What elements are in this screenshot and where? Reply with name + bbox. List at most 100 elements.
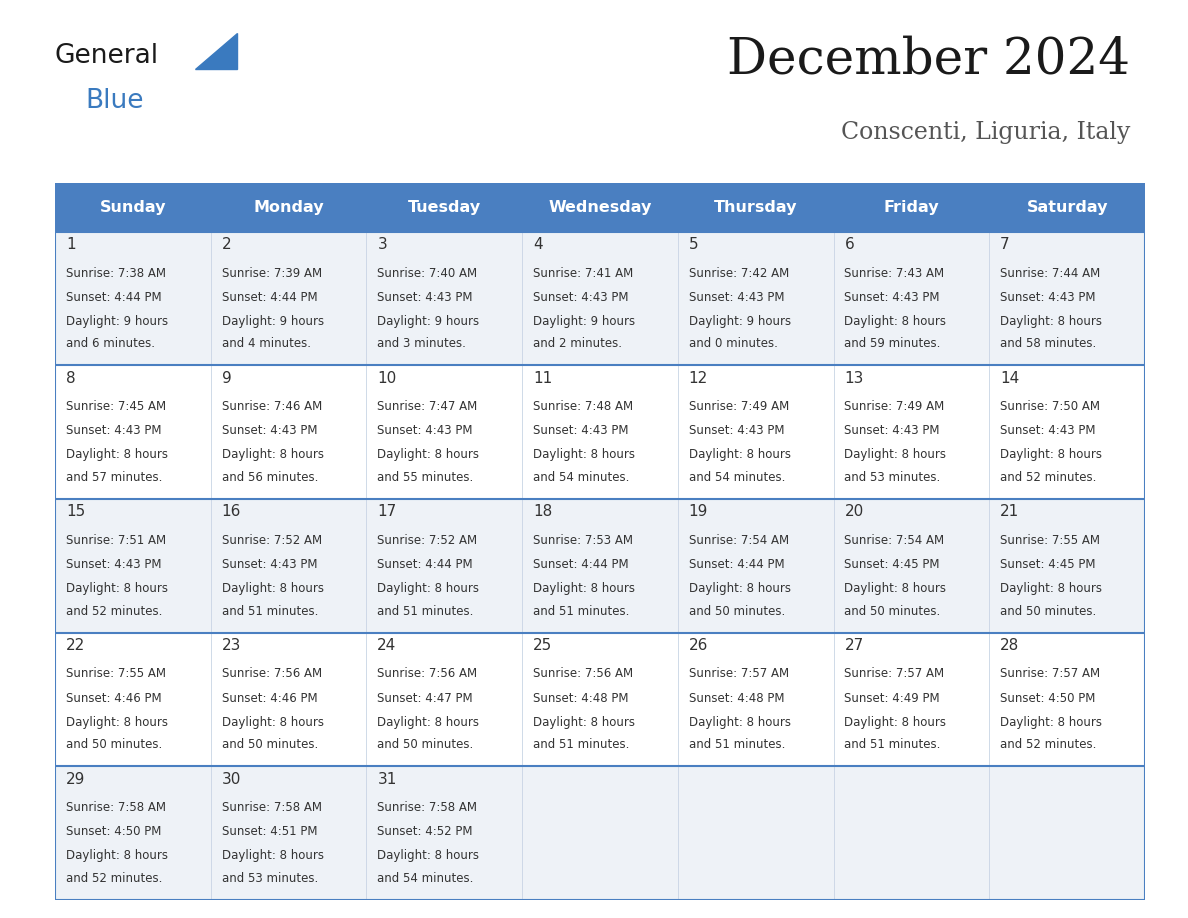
Text: Sunrise: 7:56 AM: Sunrise: 7:56 AM — [533, 667, 633, 680]
Text: Sunset: 4:43 PM: Sunset: 4:43 PM — [689, 291, 784, 304]
Text: Sunday: Sunday — [100, 200, 166, 215]
Text: Thursday: Thursday — [714, 200, 797, 215]
Text: and 51 minutes.: and 51 minutes. — [222, 605, 318, 618]
Text: Sunrise: 7:44 AM: Sunrise: 7:44 AM — [1000, 266, 1100, 279]
Text: and 54 minutes.: and 54 minutes. — [689, 471, 785, 484]
Bar — [55, 365, 1145, 499]
Text: Sunset: 4:46 PM: Sunset: 4:46 PM — [222, 691, 317, 704]
Text: Sunrise: 7:49 AM: Sunrise: 7:49 AM — [845, 400, 944, 413]
Text: 29: 29 — [65, 772, 86, 787]
Text: Sunrise: 7:46 AM: Sunrise: 7:46 AM — [222, 400, 322, 413]
Text: Daylight: 9 hours: Daylight: 9 hours — [689, 315, 791, 328]
Bar — [55, 499, 1145, 633]
Text: Sunrise: 7:40 AM: Sunrise: 7:40 AM — [378, 266, 478, 279]
Text: Daylight: 9 hours: Daylight: 9 hours — [378, 315, 480, 328]
Text: 9: 9 — [222, 371, 232, 386]
Text: 18: 18 — [533, 504, 552, 520]
Text: and 52 minutes.: and 52 minutes. — [1000, 471, 1097, 484]
Text: 5: 5 — [689, 237, 699, 252]
Bar — [55, 633, 1145, 767]
Text: Wednesday: Wednesday — [549, 200, 652, 215]
Text: and 56 minutes.: and 56 minutes. — [222, 471, 318, 484]
Text: Sunset: 4:43 PM: Sunset: 4:43 PM — [222, 424, 317, 437]
Text: Sunset: 4:43 PM: Sunset: 4:43 PM — [1000, 291, 1095, 304]
Text: Sunset: 4:50 PM: Sunset: 4:50 PM — [65, 825, 162, 838]
Text: Sunset: 4:43 PM: Sunset: 4:43 PM — [1000, 424, 1095, 437]
Text: Sunrise: 7:41 AM: Sunrise: 7:41 AM — [533, 266, 633, 279]
Text: Sunrise: 7:57 AM: Sunrise: 7:57 AM — [689, 667, 789, 680]
Text: Sunset: 4:50 PM: Sunset: 4:50 PM — [1000, 691, 1095, 704]
Text: and 52 minutes.: and 52 minutes. — [1000, 738, 1097, 751]
Text: Daylight: 8 hours: Daylight: 8 hours — [689, 582, 791, 595]
Text: Sunrise: 7:57 AM: Sunrise: 7:57 AM — [845, 667, 944, 680]
Text: Daylight: 9 hours: Daylight: 9 hours — [533, 315, 636, 328]
Text: 3: 3 — [378, 237, 387, 252]
Text: Sunrise: 7:43 AM: Sunrise: 7:43 AM — [845, 266, 944, 279]
Text: and 59 minutes.: and 59 minutes. — [845, 337, 941, 351]
Text: and 52 minutes.: and 52 minutes. — [65, 605, 163, 618]
Text: Sunrise: 7:58 AM: Sunrise: 7:58 AM — [222, 801, 322, 814]
Text: and 6 minutes.: and 6 minutes. — [65, 337, 154, 351]
Text: 8: 8 — [65, 371, 76, 386]
Text: Daylight: 8 hours: Daylight: 8 hours — [533, 582, 636, 595]
Text: 27: 27 — [845, 638, 864, 653]
Text: Sunset: 4:43 PM: Sunset: 4:43 PM — [222, 558, 317, 571]
Text: 23: 23 — [222, 638, 241, 653]
Text: Sunrise: 7:51 AM: Sunrise: 7:51 AM — [65, 533, 166, 547]
Text: Daylight: 8 hours: Daylight: 8 hours — [845, 448, 947, 461]
Text: Sunset: 4:52 PM: Sunset: 4:52 PM — [378, 825, 473, 838]
Text: Conscenti, Liguria, Italy: Conscenti, Liguria, Italy — [841, 121, 1130, 144]
Text: Sunset: 4:43 PM: Sunset: 4:43 PM — [533, 424, 628, 437]
Text: and 50 minutes.: and 50 minutes. — [1000, 605, 1097, 618]
Text: Daylight: 8 hours: Daylight: 8 hours — [222, 582, 323, 595]
Text: Daylight: 8 hours: Daylight: 8 hours — [65, 715, 168, 729]
Text: and 51 minutes.: and 51 minutes. — [533, 738, 630, 751]
Text: Sunset: 4:44 PM: Sunset: 4:44 PM — [689, 558, 784, 571]
Text: Daylight: 8 hours: Daylight: 8 hours — [222, 448, 323, 461]
Text: Daylight: 8 hours: Daylight: 8 hours — [689, 448, 791, 461]
Text: Daylight: 8 hours: Daylight: 8 hours — [845, 315, 947, 328]
Text: Sunset: 4:45 PM: Sunset: 4:45 PM — [1000, 558, 1095, 571]
Text: Daylight: 8 hours: Daylight: 8 hours — [1000, 448, 1102, 461]
Text: December 2024: December 2024 — [727, 36, 1130, 85]
Text: Daylight: 8 hours: Daylight: 8 hours — [65, 448, 168, 461]
Text: 17: 17 — [378, 504, 397, 520]
Text: 31: 31 — [378, 772, 397, 787]
Text: and 51 minutes.: and 51 minutes. — [845, 738, 941, 751]
Text: Friday: Friday — [884, 200, 940, 215]
Text: 12: 12 — [689, 371, 708, 386]
Text: General: General — [55, 43, 159, 70]
Text: and 53 minutes.: and 53 minutes. — [845, 471, 941, 484]
Text: 21: 21 — [1000, 504, 1019, 520]
Text: Sunrise: 7:45 AM: Sunrise: 7:45 AM — [65, 400, 166, 413]
Text: Sunset: 4:44 PM: Sunset: 4:44 PM — [378, 558, 473, 571]
Text: Sunset: 4:48 PM: Sunset: 4:48 PM — [533, 691, 628, 704]
Text: 22: 22 — [65, 638, 86, 653]
Text: Daylight: 8 hours: Daylight: 8 hours — [222, 715, 323, 729]
Text: and 58 minutes.: and 58 minutes. — [1000, 337, 1097, 351]
Text: and 51 minutes.: and 51 minutes. — [378, 605, 474, 618]
Text: and 50 minutes.: and 50 minutes. — [378, 738, 474, 751]
Text: Sunrise: 7:56 AM: Sunrise: 7:56 AM — [222, 667, 322, 680]
Text: Daylight: 8 hours: Daylight: 8 hours — [689, 715, 791, 729]
Text: Sunset: 4:43 PM: Sunset: 4:43 PM — [378, 424, 473, 437]
Text: Daylight: 8 hours: Daylight: 8 hours — [378, 715, 479, 729]
Text: 28: 28 — [1000, 638, 1019, 653]
Text: Sunset: 4:43 PM: Sunset: 4:43 PM — [689, 424, 784, 437]
Text: Saturday: Saturday — [1026, 200, 1108, 215]
Text: Sunrise: 7:54 AM: Sunrise: 7:54 AM — [845, 533, 944, 547]
Text: Sunrise: 7:47 AM: Sunrise: 7:47 AM — [378, 400, 478, 413]
Polygon shape — [195, 33, 238, 70]
Text: Daylight: 8 hours: Daylight: 8 hours — [1000, 582, 1102, 595]
Text: 4: 4 — [533, 237, 543, 252]
Text: 26: 26 — [689, 638, 708, 653]
Text: Sunset: 4:43 PM: Sunset: 4:43 PM — [65, 424, 162, 437]
Text: Sunrise: 7:53 AM: Sunrise: 7:53 AM — [533, 533, 633, 547]
Text: 16: 16 — [222, 504, 241, 520]
Text: Sunset: 4:44 PM: Sunset: 4:44 PM — [65, 291, 162, 304]
Text: Daylight: 8 hours: Daylight: 8 hours — [845, 715, 947, 729]
Text: 11: 11 — [533, 371, 552, 386]
Text: and 54 minutes.: and 54 minutes. — [378, 872, 474, 885]
Text: 7: 7 — [1000, 237, 1010, 252]
Text: and 50 minutes.: and 50 minutes. — [689, 605, 785, 618]
